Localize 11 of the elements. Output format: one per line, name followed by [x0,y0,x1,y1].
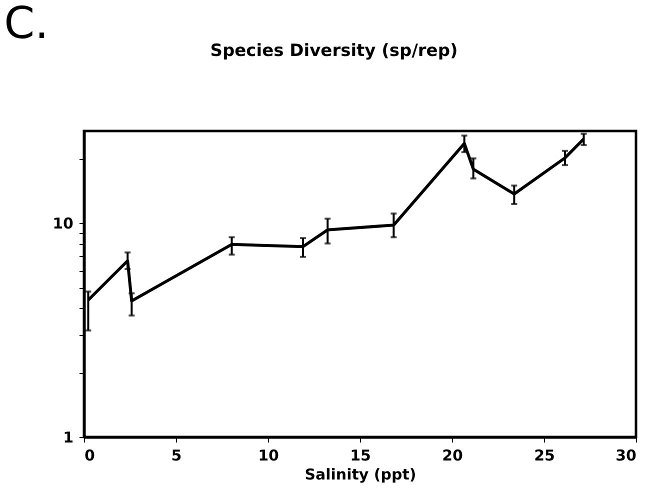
chart-title: Species Diversity (sp/rep) [210,41,458,61]
x-tick-label: 15 [350,446,371,464]
x-tick-label: 0 [84,446,95,464]
x-tick-label: 5 [171,446,182,464]
x-tick-label: 10 [258,446,279,464]
text: C. [4,0,49,49]
x-tick-label: 25 [534,446,555,464]
x-tick-label: 30 [616,446,636,464]
x-axis-title: Salinity (ppt) [304,466,416,484]
x-tick-label: 20 [442,446,463,464]
y-tick-label: 1 [63,428,74,446]
